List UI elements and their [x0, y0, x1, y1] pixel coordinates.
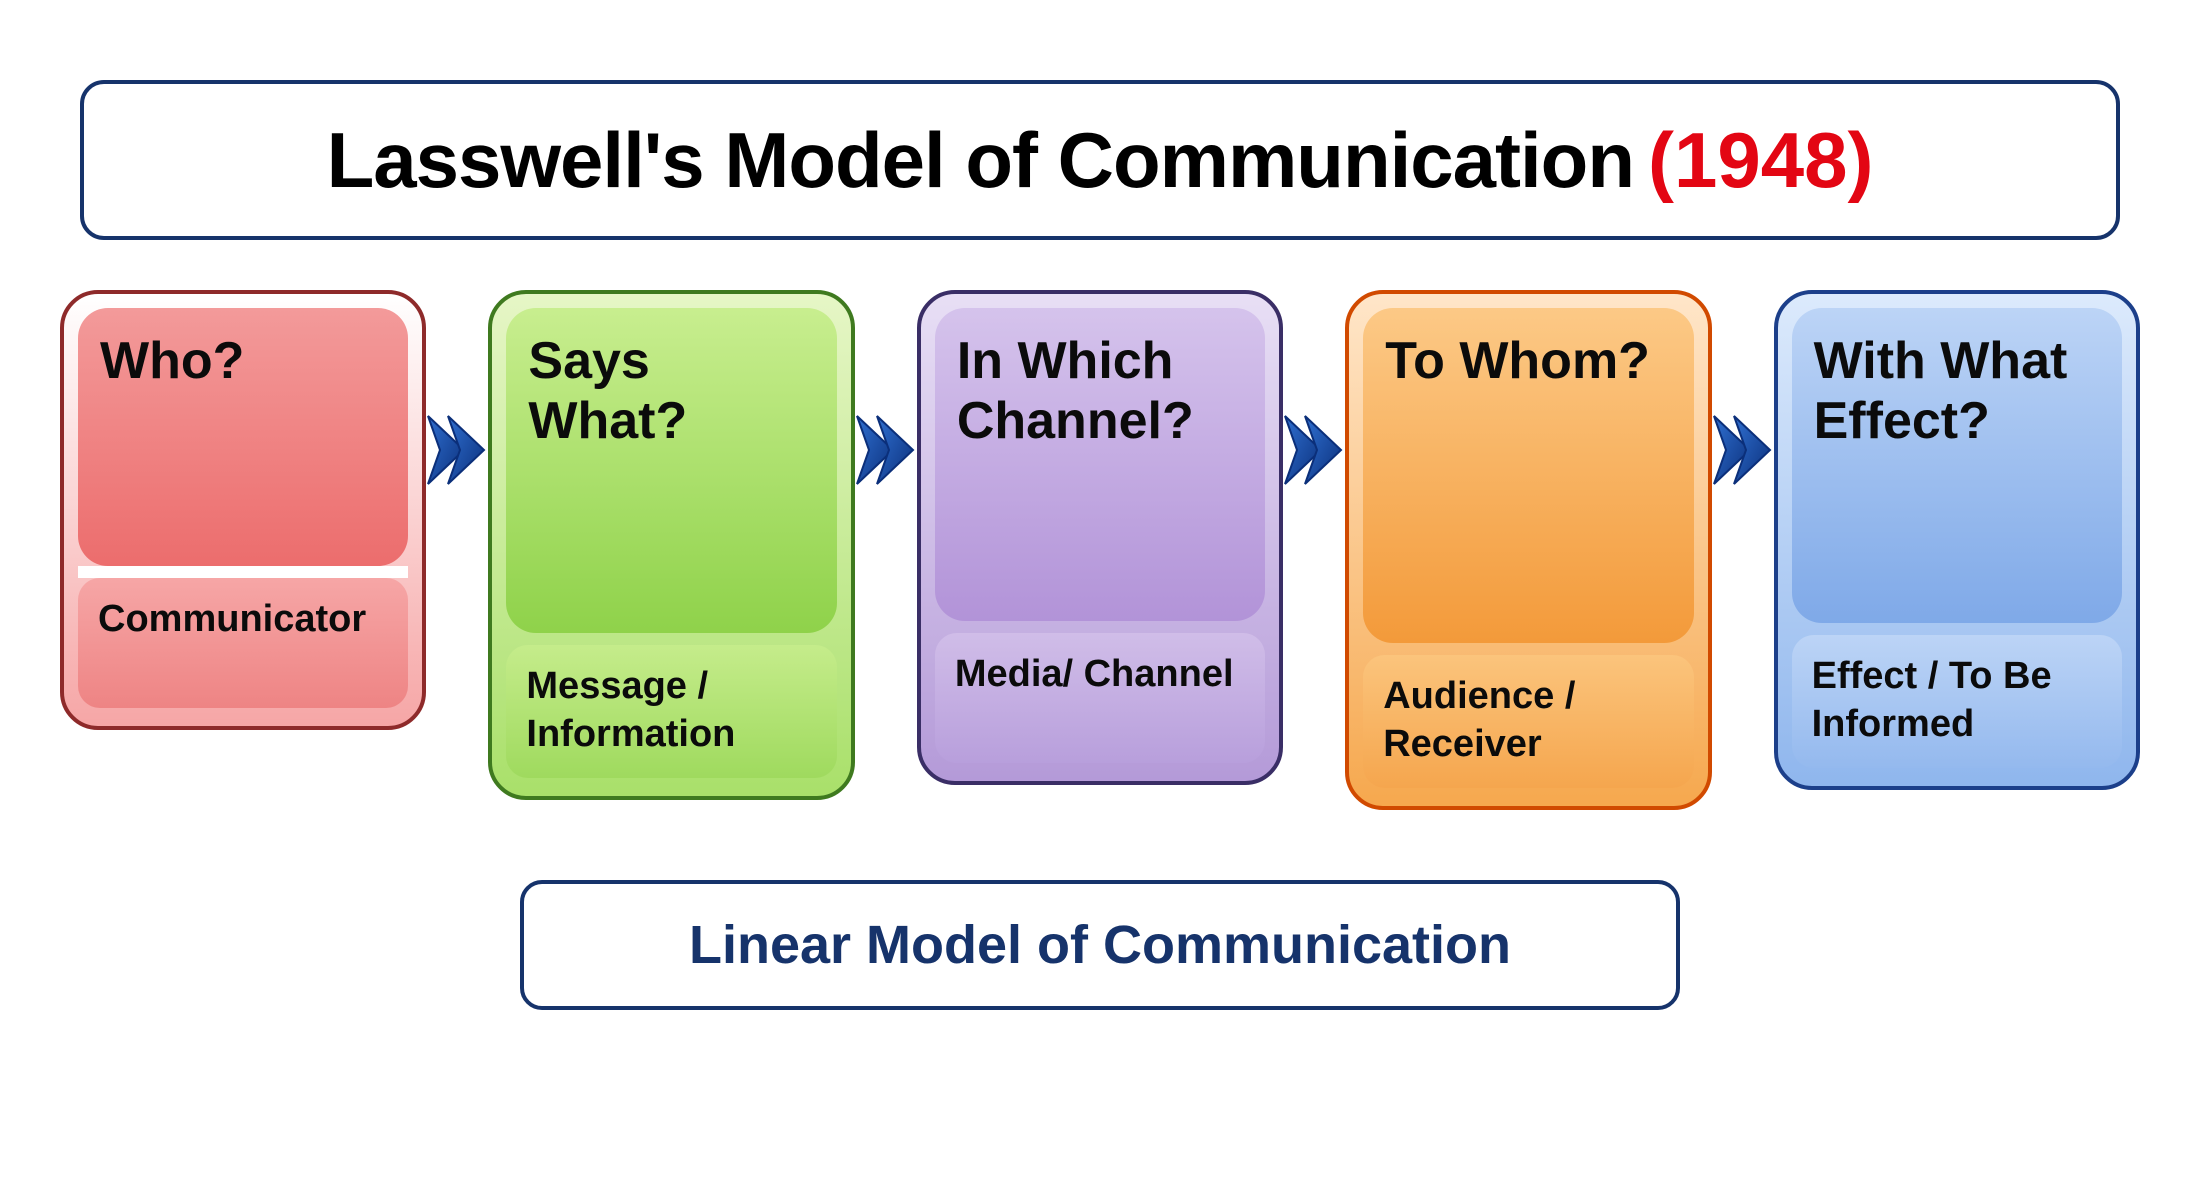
- node-answer-box: Communicator: [78, 578, 408, 708]
- node-answer-text: Media/ Channel: [955, 651, 1234, 699]
- node-answer-box: Audience / Receiver: [1363, 655, 1693, 788]
- node-question-box: Says What?: [506, 308, 836, 633]
- node-answer-box: Effect / To Be Informed: [1792, 635, 2122, 768]
- node-answer-text: Audience / Receiver: [1383, 673, 1673, 768]
- arrow-icon: [1283, 410, 1345, 490]
- arrow-icon: [1712, 410, 1774, 490]
- title-year: (1948): [1648, 115, 1873, 206]
- node-question-text: With What Effect?: [1814, 332, 2100, 452]
- node-question-box: With What Effect?: [1792, 308, 2122, 623]
- node-answer-text: Effect / To Be Informed: [1812, 653, 2102, 748]
- flow-row: Who? Communicator Says What? Message / Inf…: [60, 290, 2140, 820]
- subtitle-text: Linear Model of Communication: [689, 914, 1511, 976]
- node-question-text: In Which Channel?: [957, 332, 1243, 452]
- node-answer-box: Media/ Channel: [935, 633, 1265, 763]
- node-answer-box: Message / Information: [506, 645, 836, 778]
- node-channel: In Which Channel? Media/ Channel: [917, 290, 1283, 785]
- node-answer-text: Communicator: [98, 596, 366, 644]
- node-question-text: To Whom?: [1385, 332, 1650, 392]
- node-question-text: Says What?: [528, 332, 814, 452]
- node-to-whom: To Whom? Audience / Receiver: [1345, 290, 1711, 810]
- node-question-text: Who?: [100, 332, 244, 392]
- node-question-box: In Which Channel?: [935, 308, 1265, 621]
- node-question-box: To Whom?: [1363, 308, 1693, 643]
- node-says-what: Says What? Message / Information: [488, 290, 854, 800]
- title-container: Lasswell's Model of Communication (1948): [80, 80, 2120, 240]
- node-question-box: Who?: [78, 308, 408, 566]
- node-who: Who? Communicator: [60, 290, 426, 730]
- node-answer-text: Message / Information: [526, 663, 816, 758]
- node-effect: With What Effect? Effect / To Be Informed: [1774, 290, 2140, 790]
- arrow-icon: [426, 410, 488, 490]
- title-main: Lasswell's Model of Communication: [327, 115, 1634, 206]
- arrow-icon: [855, 410, 917, 490]
- subtitle-container: Linear Model of Communication: [520, 880, 1680, 1010]
